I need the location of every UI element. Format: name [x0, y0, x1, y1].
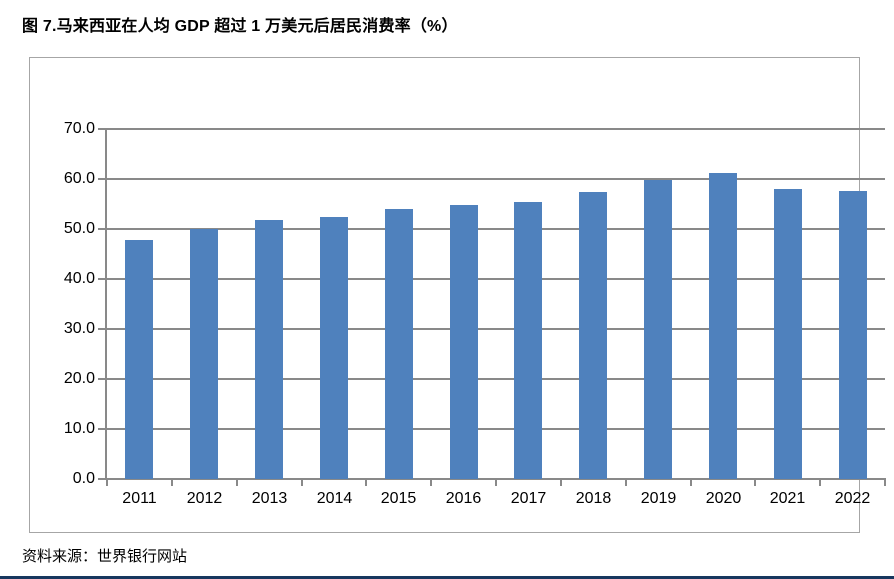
y-axis-tick-label: 30.0 [63, 320, 95, 337]
x-axis-label: 2017 [510, 490, 547, 507]
y-axis-tick [98, 278, 106, 280]
y-axis-tick [98, 228, 106, 230]
gridline [107, 278, 885, 280]
x-axis-tick [171, 478, 173, 486]
x-axis-tick [301, 478, 303, 486]
x-axis-tick [884, 478, 886, 486]
x-axis-tick [625, 478, 627, 486]
y-axis-tick [98, 178, 106, 180]
chart-panel: 0.0 10.0 20.0 30.0 40.0 50.0 60.0 70.0 2011 2012 2… [29, 57, 886, 533]
x-axis-tick [106, 478, 108, 486]
y-axis-tick [98, 328, 106, 330]
page-bottom-rule [0, 576, 894, 579]
x-axis-label: 2014 [316, 490, 353, 507]
gridline [107, 178, 885, 180]
bar-2019 [644, 180, 672, 479]
x-axis-label: 2020 [705, 490, 742, 507]
y-axis-tick-label: 40.0 [63, 270, 95, 287]
y-axis-line [105, 128, 107, 480]
bar-2017 [514, 202, 542, 479]
bar-2013 [255, 220, 283, 479]
y-axis-tick [98, 478, 106, 480]
y-axis-tick-label: 60.0 [63, 170, 95, 187]
y-axis-tick [98, 428, 106, 430]
source-caption: 资料来源：世界银行网站 [22, 548, 188, 565]
x-axis-tick [495, 478, 497, 486]
x-axis-label: 2016 [445, 490, 482, 507]
x-axis-tick [754, 478, 756, 486]
y-axis-tick-label: 50.0 [63, 220, 95, 237]
gridline [107, 378, 885, 380]
x-axis-tick [430, 478, 432, 486]
y-axis-tick-label: 0.0 [72, 470, 95, 487]
x-axis-label: 2022 [834, 490, 871, 507]
bar-2014 [320, 217, 348, 479]
bar-2012 [190, 229, 218, 479]
x-axis-label: 2013 [251, 490, 288, 507]
x-axis-label: 2021 [769, 490, 806, 507]
gridline [107, 228, 885, 230]
y-axis-tick-label: 10.0 [63, 420, 95, 437]
bar-2015 [385, 209, 413, 479]
x-axis-label: 2015 [380, 490, 417, 507]
gridline [107, 328, 885, 330]
x-axis-tick [236, 478, 238, 486]
x-axis-label: 2011 [122, 490, 157, 507]
gridline [107, 428, 885, 430]
bar-2020 [709, 173, 737, 479]
y-axis-tick-label: 20.0 [63, 370, 95, 387]
x-axis-tick [819, 478, 821, 486]
x-axis-tick [690, 478, 692, 486]
bar-2016 [450, 205, 478, 479]
x-axis-tick [560, 478, 562, 486]
x-axis-tick [365, 478, 367, 486]
plot-area: 0.0 10.0 20.0 30.0 40.0 50.0 60.0 70.0 2011 2012 2… [64, 120, 886, 507]
bar-2021 [774, 189, 802, 479]
bar-2011 [125, 240, 153, 479]
y-axis-tick [98, 378, 106, 380]
figure-title: 图 7.马来西亚在人均 GDP 超过 1 万美元后居民消费率（%） [22, 18, 458, 35]
x-axis-label: 2012 [186, 490, 223, 507]
bar-2018 [579, 192, 607, 479]
y-axis-tick [98, 128, 106, 130]
gridline [107, 128, 885, 130]
x-axis-label: 2019 [640, 490, 677, 507]
bar-2022 [839, 191, 867, 479]
y-axis-tick-label: 70.0 [63, 120, 95, 137]
x-axis-label: 2018 [575, 490, 612, 507]
